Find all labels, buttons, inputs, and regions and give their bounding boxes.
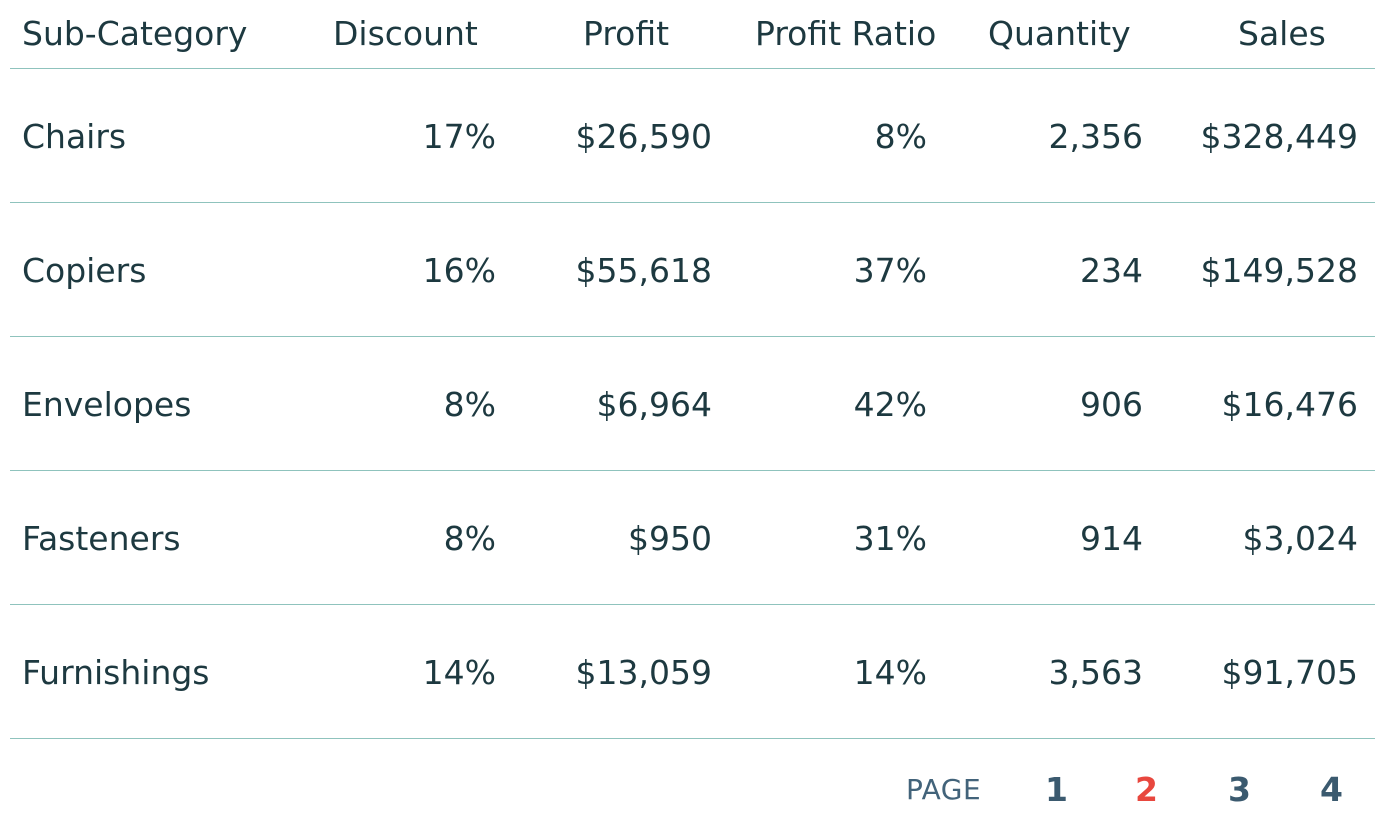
column-header-discount[interactable]: Discount — [333, 13, 478, 53]
page-link-1[interactable]: 1 — [1045, 770, 1068, 809]
table-row: Furnishings 14% $13,059 14% 3,563 $91,70… — [10, 605, 1375, 739]
cell-profit: $13,059 — [575, 653, 712, 692]
column-header-profit-ratio[interactable]: Profit Ratio — [755, 13, 937, 53]
cell-profit: $950 — [628, 519, 712, 558]
column-header-sales[interactable]: Sales — [1238, 13, 1326, 53]
cell-profit-ratio: 14% — [853, 653, 927, 692]
data-table: Sub-Category Discount Profit Profit Rati… — [10, 0, 1375, 739]
cell-quantity: 906 — [1080, 385, 1143, 424]
pagination: PAGE 1 2 3 4 — [0, 765, 1387, 815]
table-row: Envelopes 8% $6,964 42% 906 $16,476 — [10, 337, 1375, 471]
cell-discount: 8% — [443, 519, 496, 558]
column-header-profit[interactable]: Profit — [583, 13, 670, 53]
cell-profit: $6,964 — [596, 385, 712, 424]
table-row: Copiers 16% $55,618 37% 234 $149,528 — [10, 203, 1375, 337]
cell-discount: 8% — [443, 385, 496, 424]
cell-quantity: 914 — [1080, 519, 1143, 558]
column-header-sub-category[interactable]: Sub-Category — [22, 13, 248, 53]
cell-quantity: 2,356 — [1048, 117, 1143, 156]
cell-quantity: 234 — [1080, 251, 1143, 290]
page-link-2-current[interactable]: 2 — [1135, 770, 1158, 809]
cell-sub-category: Fasteners — [22, 519, 181, 558]
cell-profit-ratio: 31% — [853, 519, 927, 558]
cell-sub-category: Copiers — [22, 251, 147, 290]
column-header-quantity[interactable]: Quantity — [988, 13, 1131, 53]
cell-profit: $26,590 — [575, 117, 712, 156]
cell-discount: 16% — [422, 251, 496, 290]
cell-sales: $149,528 — [1200, 251, 1358, 290]
table-row: Chairs 17% $26,590 8% 2,356 $328,449 — [10, 69, 1375, 203]
cell-profit-ratio: 42% — [853, 385, 927, 424]
cell-profit-ratio: 37% — [853, 251, 927, 290]
cell-profit: $55,618 — [575, 251, 712, 290]
table-header-row: Sub-Category Discount Profit Profit Rati… — [10, 0, 1375, 69]
pagination-label: PAGE — [906, 773, 982, 806]
cell-profit-ratio: 8% — [874, 117, 927, 156]
cell-discount: 14% — [422, 653, 496, 692]
page-link-3[interactable]: 3 — [1228, 770, 1251, 809]
cell-sales: $91,705 — [1221, 653, 1358, 692]
cell-sub-category: Chairs — [22, 117, 127, 156]
cell-sales: $328,449 — [1200, 117, 1358, 156]
cell-quantity: 3,563 — [1048, 653, 1143, 692]
cell-sub-category: Furnishings — [22, 653, 210, 692]
table-row: Fasteners 8% $950 31% 914 $3,024 — [10, 471, 1375, 605]
page-link-4[interactable]: 4 — [1320, 770, 1343, 809]
cell-sales: $16,476 — [1221, 385, 1358, 424]
cell-sales: $3,024 — [1242, 519, 1358, 558]
cell-sub-category: Envelopes — [22, 385, 192, 424]
cell-discount: 17% — [422, 117, 496, 156]
